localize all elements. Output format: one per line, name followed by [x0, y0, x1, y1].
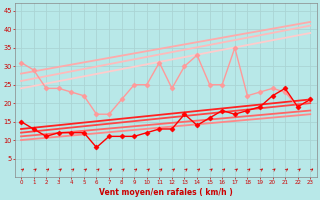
X-axis label: Vent moyen/en rafales ( km/h ): Vent moyen/en rafales ( km/h ) — [99, 188, 233, 197]
